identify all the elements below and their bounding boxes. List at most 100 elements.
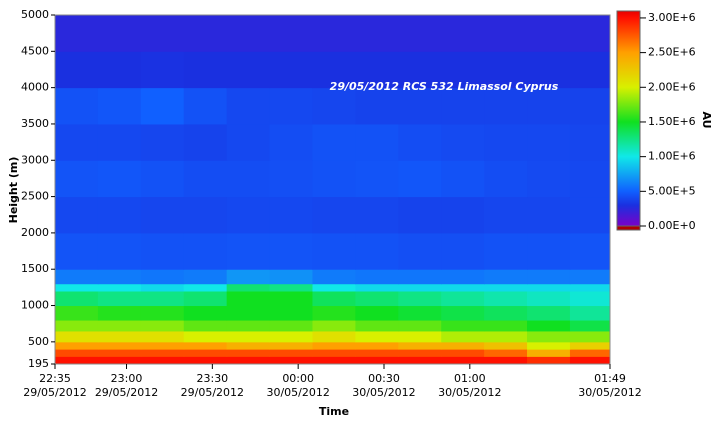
heat-cell [398, 87, 442, 125]
heat-cell [312, 291, 356, 307]
heat-cell [97, 349, 142, 357]
heat-cell [569, 51, 611, 89]
colorbar-tick-label: 2.50E+6 [648, 46, 696, 59]
heat-cell [140, 341, 185, 350]
heat-cell [269, 15, 313, 52]
heat-cell [140, 291, 185, 307]
heat-cell [269, 87, 313, 125]
heat-cell [97, 341, 142, 350]
heat-cell [527, 123, 571, 161]
heat-cell [312, 341, 356, 350]
heat-cell [441, 283, 485, 292]
heat-cell [140, 305, 185, 321]
heat-cell [312, 123, 356, 161]
heat-cell [312, 349, 356, 357]
x-tick-label: 23:30 [196, 372, 228, 385]
heat-cell [55, 356, 99, 365]
heat-cell [97, 232, 142, 270]
heat-cell [55, 341, 99, 350]
heat-cell [355, 356, 399, 365]
heat-cell [183, 305, 228, 321]
heat-cell [226, 196, 271, 234]
heat-cell [226, 356, 271, 365]
heat-cell [226, 349, 271, 357]
colorbar-tick-label: 2.00E+6 [648, 80, 696, 93]
heat-cell [527, 15, 571, 52]
heat-cell [97, 87, 142, 125]
heat-cell [183, 160, 228, 198]
heat-cell [269, 291, 313, 307]
heat-cell [355, 330, 399, 343]
heat-cell [441, 87, 485, 125]
colorbar-underflow [616, 225, 641, 231]
heat-cell [140, 269, 185, 285]
heat-cell [398, 160, 442, 198]
heat-cell [569, 320, 611, 332]
x-tick-date: 29/05/2012 [181, 386, 244, 399]
heat-cell [569, 269, 611, 285]
heat-cell [484, 87, 528, 125]
heat-cell [484, 15, 528, 52]
heat-cell [569, 283, 611, 292]
heat-cell [183, 320, 228, 332]
heat-cell [441, 232, 485, 270]
heat-cell [355, 15, 399, 52]
heat-cell [484, 160, 528, 198]
heat-cell [569, 87, 611, 125]
heat-cell [527, 305, 571, 321]
heat-cell [269, 349, 313, 357]
heat-cell [183, 232, 228, 270]
heat-cell [140, 15, 185, 52]
heat-cell [398, 291, 442, 307]
x-tick-label: 22:35 [39, 372, 71, 385]
colorbar-tick-label: 0.00E+0 [648, 219, 696, 232]
heat-cell [183, 269, 228, 285]
heat-cell [441, 305, 485, 321]
plot-frame [54, 14, 611, 365]
heat-cell [355, 160, 399, 198]
heat-cell [484, 341, 528, 350]
heat-cell [398, 283, 442, 292]
heat-cell [527, 87, 571, 125]
heat-cell [226, 305, 271, 321]
heat-cell [97, 269, 142, 285]
heat-cell [484, 330, 528, 343]
heat-cell [97, 283, 142, 292]
heat-cell [97, 160, 142, 198]
heat-cell [55, 349, 99, 357]
heat-cell [484, 283, 528, 292]
heat-cell [183, 356, 228, 365]
y-tick-label: 3500 [21, 117, 49, 130]
heat-cell [484, 291, 528, 307]
annotation: 29/05/2012 RCS 532 Limassol Cyprus [330, 80, 559, 93]
heat-cell [398, 15, 442, 52]
x-tick-label: 01:00 [454, 372, 486, 385]
heat-cell [355, 305, 399, 321]
heat-cell [226, 160, 271, 198]
heat-cell [55, 232, 99, 270]
heat-cell [398, 232, 442, 270]
heat-cell [97, 330, 142, 343]
heat-cell [183, 196, 228, 234]
heat-cell [97, 123, 142, 161]
y-tick-label: 1500 [21, 262, 49, 275]
heat-cell [226, 51, 271, 89]
heat-cell [140, 283, 185, 292]
heat-cell [569, 232, 611, 270]
heat-cell [355, 123, 399, 161]
heat-cell [312, 283, 356, 292]
heat-cell [527, 291, 571, 307]
heat-cell [269, 51, 313, 89]
heat-cell [441, 291, 485, 307]
heat-cell [97, 15, 142, 52]
heat-cell [55, 320, 99, 332]
heat-cell [226, 87, 271, 125]
heat-cell [355, 87, 399, 125]
heat-cell [226, 123, 271, 161]
y-tick-label: 4500 [21, 44, 49, 57]
heat-cell [55, 269, 99, 285]
heat-cell [569, 160, 611, 198]
y-tick-label: 5000 [21, 8, 49, 21]
heat-cell [527, 232, 571, 270]
